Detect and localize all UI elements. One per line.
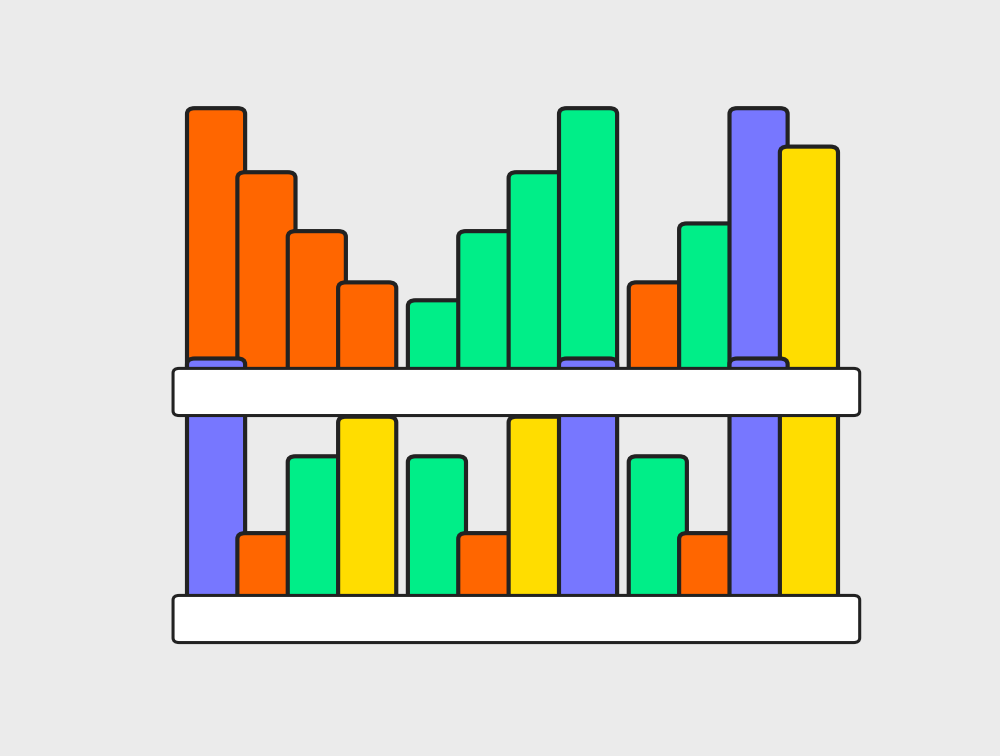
- FancyBboxPatch shape: [237, 533, 296, 603]
- FancyBboxPatch shape: [730, 358, 788, 603]
- FancyBboxPatch shape: [408, 457, 466, 603]
- FancyBboxPatch shape: [730, 108, 788, 376]
- FancyBboxPatch shape: [629, 457, 687, 603]
- FancyBboxPatch shape: [173, 596, 860, 643]
- FancyBboxPatch shape: [408, 300, 466, 376]
- FancyBboxPatch shape: [187, 108, 245, 376]
- FancyBboxPatch shape: [509, 172, 567, 376]
- FancyBboxPatch shape: [338, 282, 396, 376]
- FancyBboxPatch shape: [679, 224, 737, 376]
- FancyBboxPatch shape: [780, 147, 838, 376]
- FancyBboxPatch shape: [780, 410, 838, 603]
- FancyBboxPatch shape: [173, 368, 860, 416]
- FancyBboxPatch shape: [509, 417, 567, 603]
- FancyBboxPatch shape: [629, 282, 687, 376]
- FancyBboxPatch shape: [187, 358, 245, 603]
- FancyBboxPatch shape: [458, 231, 516, 376]
- FancyBboxPatch shape: [559, 108, 617, 376]
- FancyBboxPatch shape: [288, 231, 346, 376]
- FancyBboxPatch shape: [458, 533, 516, 603]
- FancyBboxPatch shape: [679, 533, 737, 603]
- FancyBboxPatch shape: [237, 172, 296, 376]
- FancyBboxPatch shape: [559, 358, 617, 603]
- FancyBboxPatch shape: [338, 417, 396, 603]
- FancyBboxPatch shape: [288, 457, 346, 603]
